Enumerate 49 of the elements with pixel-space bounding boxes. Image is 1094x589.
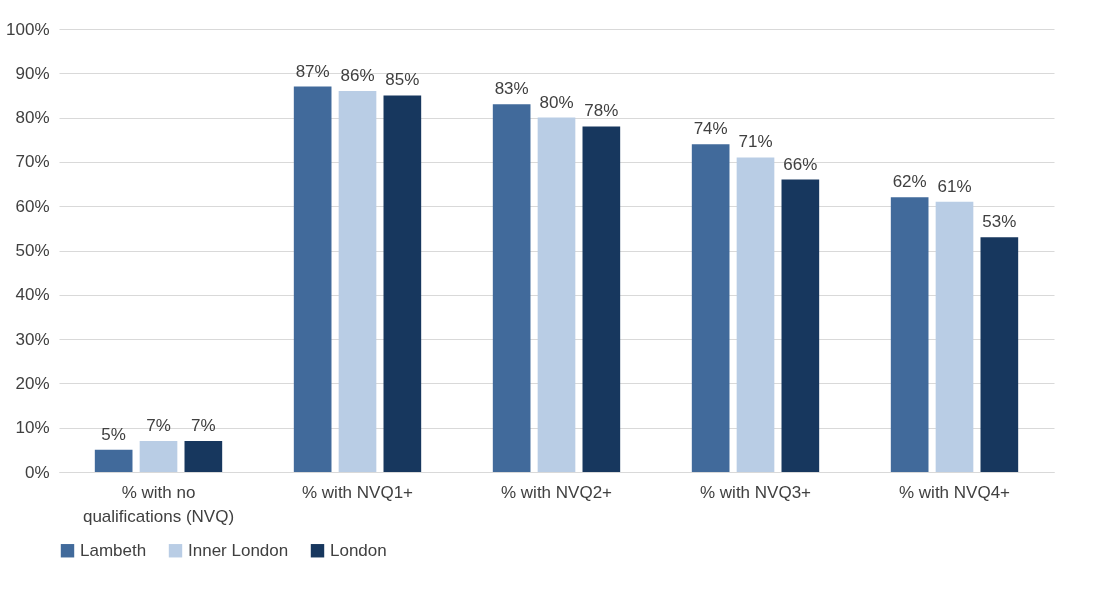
data-label: 85% bbox=[385, 70, 420, 90]
bar bbox=[492, 104, 531, 472]
bar bbox=[383, 95, 422, 472]
y-tick-label: 20% bbox=[15, 373, 50, 393]
bar bbox=[935, 201, 974, 472]
bar bbox=[94, 449, 133, 472]
y-tick-label: 50% bbox=[15, 241, 50, 260]
data-label: 7% bbox=[146, 415, 171, 435]
bar bbox=[537, 117, 576, 472]
y-tick-label: 30% bbox=[15, 329, 50, 349]
y-tick-label: 100% bbox=[6, 19, 50, 39]
y-tick-label: 60% bbox=[15, 196, 50, 216]
x-tick-label: % with NVQ1+ bbox=[301, 482, 414, 502]
data-label: 7% bbox=[191, 415, 216, 435]
y-tick-label: 40% bbox=[15, 285, 50, 305]
bar bbox=[691, 144, 730, 472]
data-label: 66% bbox=[783, 154, 818, 174]
data-label: 5% bbox=[101, 424, 126, 444]
x-tick-label: % with NVQ3+ bbox=[699, 482, 812, 502]
y-tick-label: 70% bbox=[15, 152, 50, 172]
bar bbox=[781, 179, 820, 472]
data-label: 86% bbox=[340, 66, 375, 86]
y-tick-label: 80% bbox=[15, 108, 50, 128]
legend-label: Inner London bbox=[188, 540, 289, 560]
bar bbox=[139, 440, 178, 472]
data-label: 78% bbox=[584, 101, 619, 121]
data-label: 83% bbox=[494, 79, 529, 99]
y-tick-label: 0% bbox=[24, 462, 50, 482]
x-tick-label: % with no qualifications (NVQ) bbox=[82, 482, 235, 526]
y-tick-label: 90% bbox=[15, 63, 50, 83]
data-label: 74% bbox=[693, 119, 728, 139]
data-label: 87% bbox=[295, 61, 330, 81]
data-label: 80% bbox=[539, 92, 574, 112]
bar bbox=[293, 86, 332, 472]
data-label: 62% bbox=[892, 172, 927, 192]
y-tick-label: 10% bbox=[15, 418, 50, 438]
legend-label: Lambeth bbox=[80, 540, 147, 560]
bar bbox=[582, 126, 621, 472]
bar bbox=[338, 91, 377, 472]
data-label: 71% bbox=[738, 132, 773, 152]
x-tick-label: % with NVQ2+ bbox=[500, 482, 613, 502]
bar bbox=[890, 197, 929, 472]
data-label: 53% bbox=[982, 212, 1017, 232]
data-label: 61% bbox=[937, 176, 972, 196]
x-tick-label: % with NVQ4+ bbox=[898, 482, 1011, 502]
bar bbox=[736, 157, 775, 472]
legend-label: London bbox=[330, 540, 387, 560]
bar bbox=[184, 440, 223, 472]
bar bbox=[980, 237, 1019, 472]
